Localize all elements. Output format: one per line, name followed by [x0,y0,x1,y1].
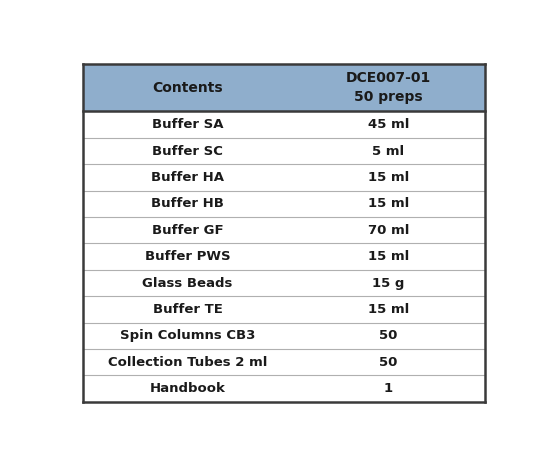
Bar [83,323,485,349]
Bar [83,296,485,323]
Bar [83,112,485,138]
Bar [83,243,485,270]
Text: Buffer HB: Buffer HB [151,198,224,210]
Text: Contents: Contents [152,81,223,95]
Bar [83,349,485,375]
Text: 15 ml: 15 ml [368,250,409,263]
Bar [83,375,485,402]
Text: Buffer SC: Buffer SC [152,145,223,157]
Text: 70 ml: 70 ml [368,224,409,237]
Text: Collection Tubes 2 ml: Collection Tubes 2 ml [108,356,267,368]
Text: Buffer HA: Buffer HA [151,171,224,184]
Text: 50: 50 [379,329,397,342]
Text: 1: 1 [384,382,393,395]
Text: Buffer PWS: Buffer PWS [145,250,230,263]
Bar [83,138,485,164]
Bar [83,191,485,217]
Text: 45 ml: 45 ml [368,118,409,131]
Text: Buffer GF: Buffer GF [152,224,223,237]
Text: DCE007-01
50 preps: DCE007-01 50 preps [346,71,431,104]
Text: 5 ml: 5 ml [372,145,404,157]
Bar [83,270,485,296]
Text: 50: 50 [379,356,397,368]
Bar [83,164,485,191]
Text: 15 g: 15 g [372,276,404,290]
Text: 15 ml: 15 ml [368,198,409,210]
Text: 15 ml: 15 ml [368,171,409,184]
Text: 15 ml: 15 ml [368,303,409,316]
Text: Glass Beads: Glass Beads [142,276,233,290]
Text: Buffer TE: Buffer TE [153,303,223,316]
Text: Spin Columns CB3: Spin Columns CB3 [120,329,255,342]
Bar [83,217,485,243]
Text: Buffer SA: Buffer SA [152,118,223,131]
Bar [83,64,485,112]
Text: Handbook: Handbook [150,382,225,395]
